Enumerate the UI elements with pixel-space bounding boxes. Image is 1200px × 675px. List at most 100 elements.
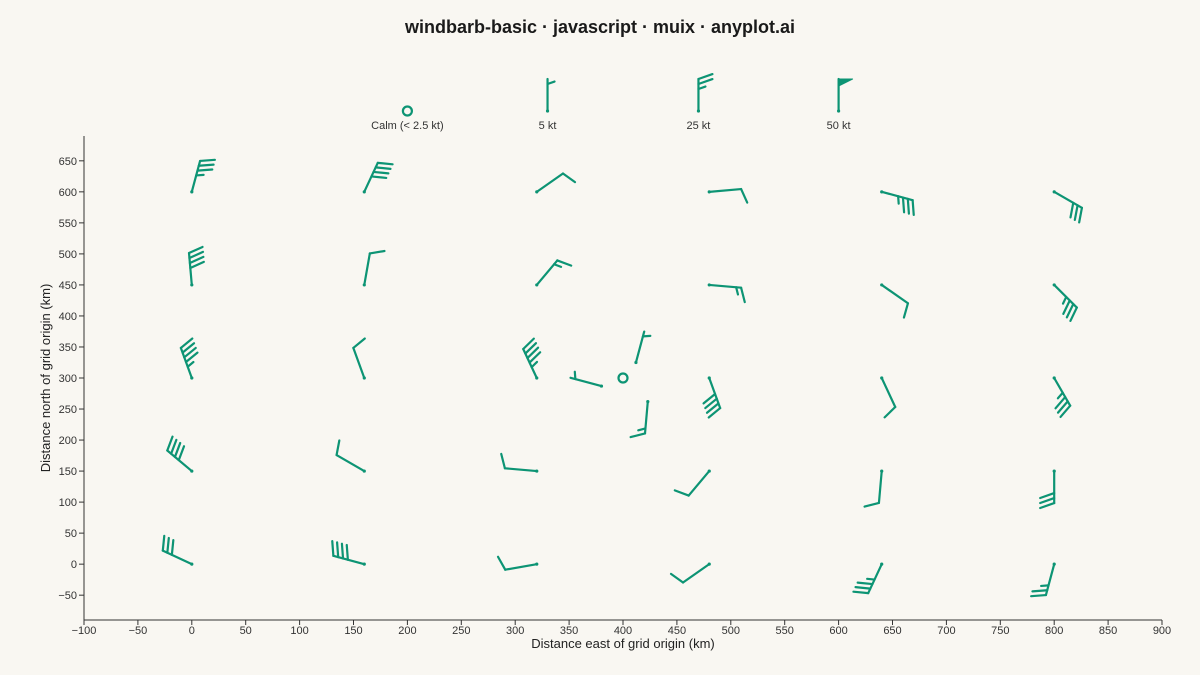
wind-barb [362,161,394,194]
barb-full [1059,404,1072,419]
barb-station [1052,283,1056,287]
x-axis-title: Distance east of grid origin (km) [531,636,715,651]
barb-flag [838,78,854,87]
barb-full [500,452,506,470]
barb-station [707,469,711,473]
barb-full [335,439,341,457]
wind-barb [187,245,205,287]
y-tick-label: 300 [59,373,77,385]
wind-barb [535,172,577,194]
barb-full [629,432,647,439]
barb-full [1069,306,1078,323]
wind-barb [707,283,746,304]
wind-barb [166,435,194,473]
barb-station [646,399,650,404]
barb-full [556,259,573,267]
legend-symbol [545,77,556,113]
barb-full [673,489,690,497]
wind-barb [535,259,573,287]
barb-half [553,263,563,268]
barb-half [641,334,652,338]
y-tick-label: 350 [59,342,77,354]
legend: Calm (< 2.5 kt) 5 kt 25 kt 50 kt [371,72,854,132]
barb-full [184,351,199,364]
barb-station [1052,190,1056,194]
barb-full [166,536,170,554]
y-tick-label: −50 [58,590,77,602]
barb-full [1039,491,1056,500]
x-tick-label: 50 [240,625,252,637]
barb-station [707,190,711,194]
barb-full [187,245,204,255]
barb-station [545,109,550,113]
legend-symbol [837,77,854,113]
barb-station [362,190,366,194]
barb-full [196,168,214,172]
y-tick-label: 200 [59,435,77,447]
calm-marker [617,372,629,384]
wind-barb [1039,469,1056,510]
barb-station [707,376,711,380]
wind-barb [1052,376,1072,419]
y-tick-label: 100 [59,497,77,509]
wind-barb [331,539,366,566]
barb-full [179,337,194,350]
x-tick-label: 450 [668,625,686,637]
barb-full [697,72,714,81]
wind-barb [179,337,199,380]
x-tick-label: 850 [1099,625,1117,637]
wind-barb [707,187,749,204]
x-tick-label: 0 [189,625,195,637]
wind-barb [880,376,897,419]
wind-barb [702,376,722,419]
barb-full [705,402,720,414]
y-tick-label: 500 [59,249,77,261]
barb-station [1052,562,1056,566]
barbs-layer [161,158,1084,598]
chart-title: windbarb-basic · javascript · muix · any… [404,17,795,37]
y-axis-title: Distance north of grid origin (km) [38,284,53,473]
barb-shaft [535,172,565,193]
barb-station [362,469,366,473]
barb-station [880,190,884,194]
barb-shaft [681,563,711,584]
x-tick-label: 550 [776,625,794,637]
barb-shaft [880,283,910,305]
barb-full [669,572,685,584]
legend-label: 50 kt [827,120,851,132]
x-tick-label: 200 [398,625,416,637]
wind-barb [1052,190,1084,224]
barb-full [1069,201,1075,219]
barb-full [906,197,911,215]
wind-barb [522,337,542,380]
barb-full [372,170,390,175]
barb-full [856,581,874,586]
barb-full [188,255,205,265]
barb-station [880,469,884,473]
barb-station [190,469,194,473]
barb-station [535,469,539,473]
barb-station [1052,376,1056,380]
barb-shaft [687,469,711,497]
wind-barb [863,469,884,508]
x-tick-label: −50 [129,625,148,637]
y-tick-label: 450 [59,280,77,292]
barb-full [189,260,205,270]
barb-full [1031,589,1049,593]
barb-half [1040,584,1050,588]
barb-full [198,158,216,163]
wind-barb [1030,562,1056,598]
barb-full [1054,395,1067,410]
barb-full [374,166,392,170]
wind-barb [852,562,884,595]
barb-half [866,577,876,581]
y-tick-label: 600 [59,187,77,199]
x-tick-label: 250 [452,625,470,637]
barb-station [634,360,638,365]
wind-barb [161,534,194,566]
barb-station [707,562,711,566]
barb-station [880,376,884,380]
barb-full [496,555,507,571]
x-tick-label: 150 [344,625,362,637]
y-tick-label: 650 [59,156,77,168]
